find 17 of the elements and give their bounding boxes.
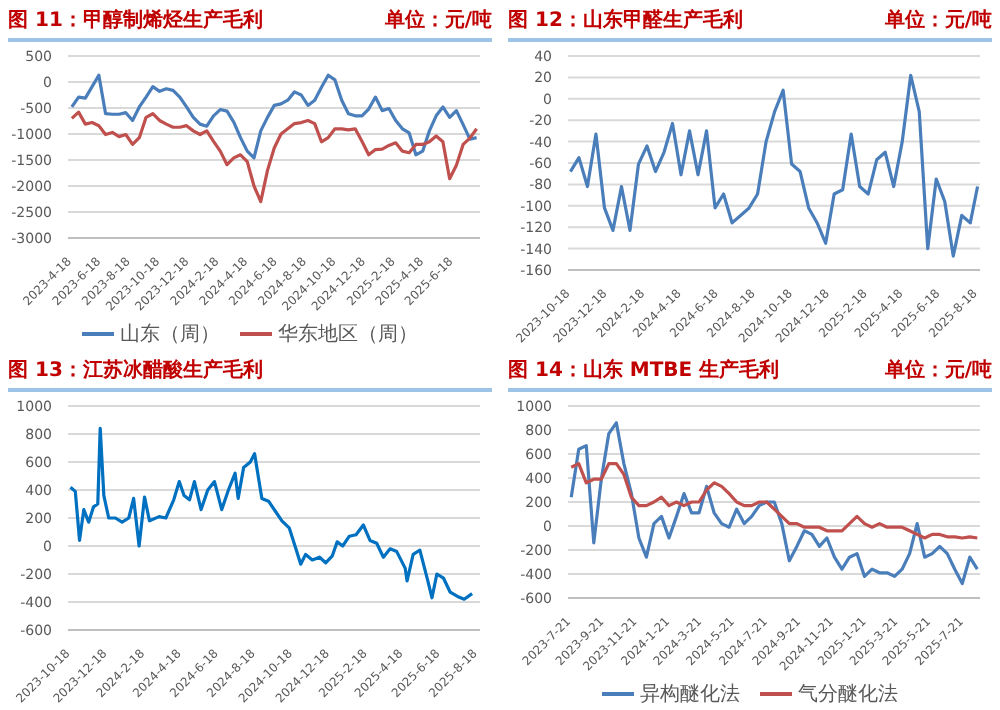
line-series	[68, 426, 474, 601]
legend-label: 异构醚化法	[640, 681, 740, 708]
chart-title: 图 11：甲醇制烯烃生产毛利	[8, 7, 263, 34]
line-series	[70, 73, 479, 160]
chart-title: 图 13：江苏冰醋酸生产毛利	[8, 357, 263, 384]
chart-subtitle: 单位：元/吨	[384, 7, 492, 34]
legend-label: 华东地区（周）	[278, 321, 418, 348]
line-series	[569, 462, 979, 540]
line-series	[70, 110, 479, 204]
chart-title: 图 12：山东甲醛生产毛利	[508, 6, 743, 34]
line-series	[569, 421, 979, 586]
legend-label: 山东（周）	[120, 321, 220, 348]
chart-subtitle: 单位：元/吨	[884, 357, 992, 384]
chart-subtitle: 单位：元/吨	[884, 7, 992, 34]
line-series	[568, 73, 980, 258]
legend-label: 气分醚化法	[798, 681, 898, 708]
chart-title: 图 14：山东 MTBE 生产毛利	[508, 356, 780, 384]
